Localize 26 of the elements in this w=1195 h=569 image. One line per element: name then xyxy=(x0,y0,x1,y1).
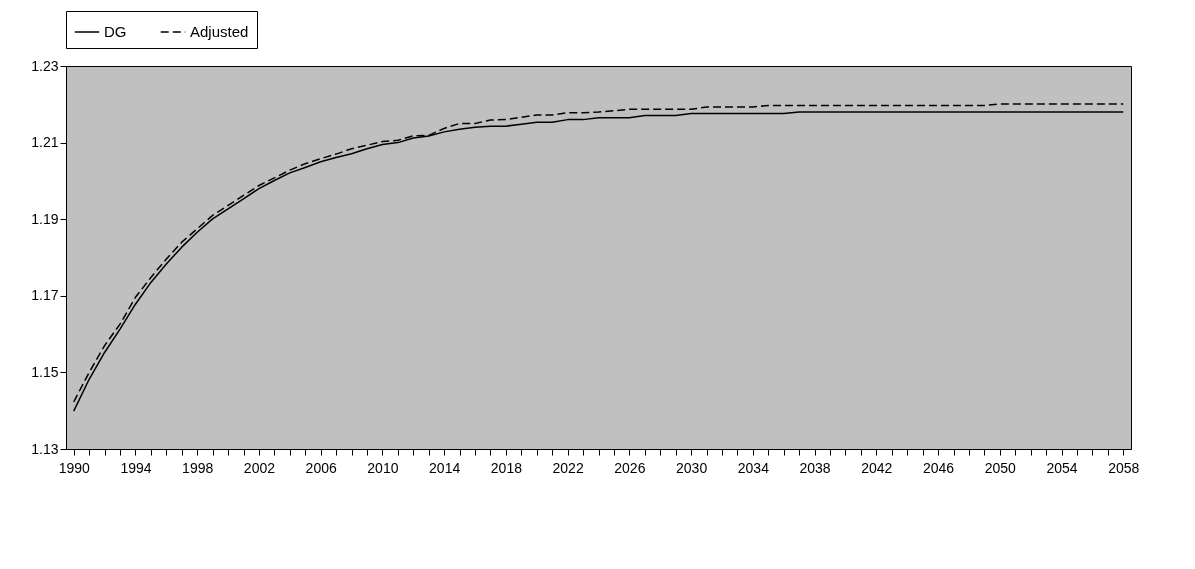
x-tick-label: 2042 xyxy=(861,459,893,476)
x-tick-label: 2018 xyxy=(490,459,523,476)
x-tick-label: 2038 xyxy=(799,459,831,476)
x-tick-label: 2002 xyxy=(243,459,276,476)
x-tick-label: 2030 xyxy=(676,459,708,476)
legend-label: Adjusted xyxy=(190,23,249,40)
x-tick-label: 2050 xyxy=(984,459,1017,476)
x-tick-label: 2014 xyxy=(429,459,461,476)
x-tick-label: 2026 xyxy=(614,459,646,476)
x-tick-label: 2054 xyxy=(1046,459,1078,476)
x-tick-label: 1994 xyxy=(120,459,152,476)
y-tick-label: 1.23 xyxy=(31,57,59,74)
legend-label: DG xyxy=(104,23,127,40)
x-tick-label: 1998 xyxy=(182,459,214,476)
y-tick-label: 1.19 xyxy=(31,210,59,227)
x-tick-label: 1990 xyxy=(58,459,90,476)
x-tick-label: 2006 xyxy=(305,459,337,476)
y-tick-label: 1.17 xyxy=(31,287,59,304)
y-tick-label: 1.21 xyxy=(31,134,59,151)
x-tick-label: 2022 xyxy=(552,459,584,476)
y-tick-label: 1.13 xyxy=(31,440,59,457)
y-tick-label: 1.15 xyxy=(31,363,59,380)
x-tick-label: 2010 xyxy=(367,459,399,476)
x-tick-label: 2058 xyxy=(1108,459,1140,476)
x-tick-label: 2046 xyxy=(922,459,955,476)
x-tick-label: 2034 xyxy=(737,459,770,476)
